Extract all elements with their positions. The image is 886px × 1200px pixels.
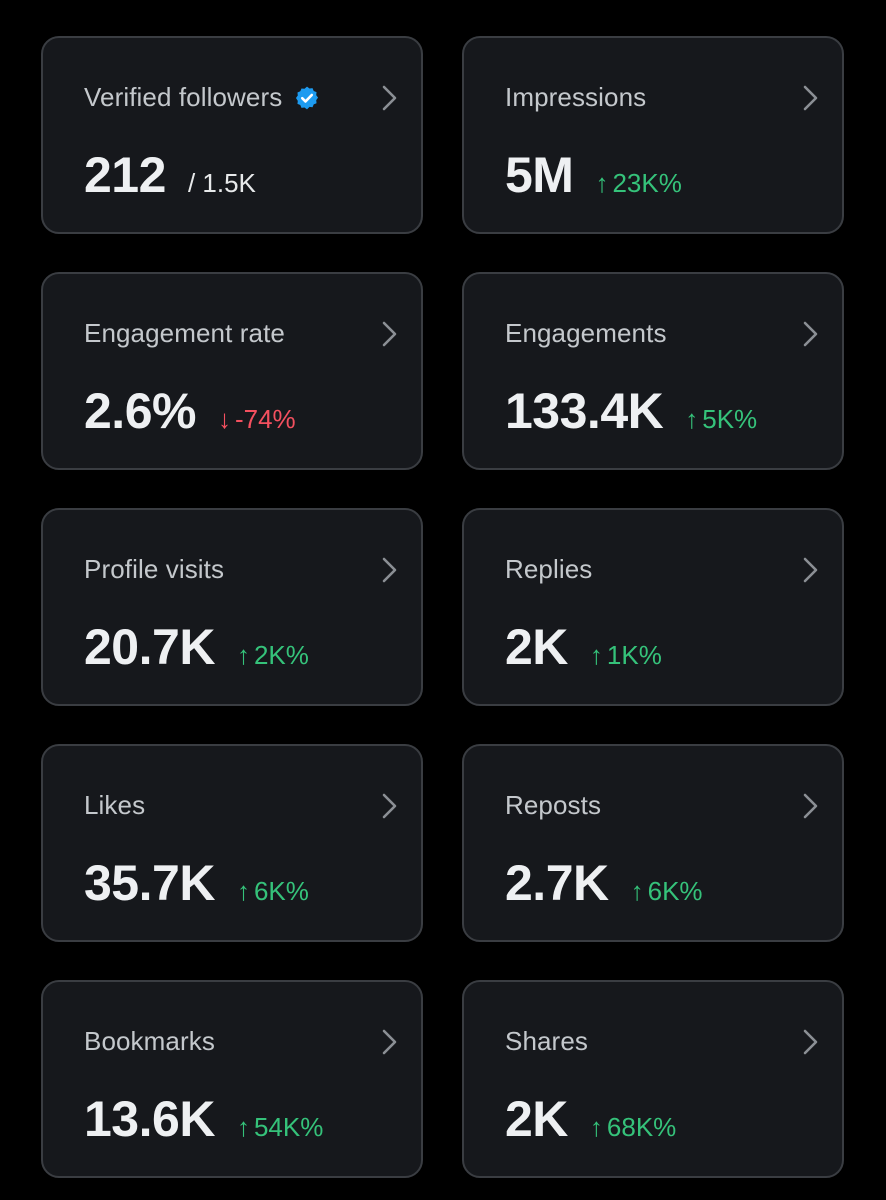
metric-value: 2K (505, 1091, 568, 1147)
metric-value: 2.6% (84, 383, 196, 439)
arrow-up-icon: ↑ (630, 876, 644, 906)
chevron-right-icon (382, 85, 397, 111)
metric-delta: ↓ -74% (218, 404, 296, 435)
value-row: 2K ↑ 68K% (505, 1090, 676, 1148)
card-verified-followers[interactable]: Verified followers 212 / 1.5K (41, 36, 423, 234)
chevron-right-icon (382, 321, 397, 347)
arrow-up-icon: ↑ (595, 168, 609, 198)
value-row: 2.6% ↓ -74% (84, 382, 296, 440)
chevron-right-icon (803, 1029, 818, 1055)
delta-value: 23K% (612, 168, 682, 198)
metric-delta: ↑ 23K% (595, 168, 681, 199)
arrow-up-icon: ↑ (589, 1112, 603, 1142)
card-label: Reposts (505, 790, 602, 820)
metric-value: 5M (505, 147, 574, 203)
card-profile-visits[interactable]: Profile visits 20.7K ↑ 2K% (41, 508, 423, 706)
metric-delta: ↑ 1K% (590, 640, 662, 671)
card-label: Bookmarks (84, 1026, 215, 1056)
card-label: Shares (505, 1026, 588, 1056)
value-row: 212 / 1.5K (84, 146, 256, 204)
card-bookmarks[interactable]: Bookmarks 13.6K ↑ 54K% (41, 980, 423, 1178)
metric-value: 35.7K (84, 855, 215, 911)
metric-delta: ↑ 6K% (237, 876, 309, 907)
value-row: 133.4K ↑ 5K% (505, 382, 757, 440)
delta-value: 5K% (702, 404, 758, 434)
card-label: Verified followers (84, 82, 283, 112)
arrow-up-icon: ↑ (685, 404, 699, 434)
metrics-grid: Verified followers 212 / 1.5K Impression… (41, 36, 844, 1178)
card-engagements[interactable]: Engagements 133.4K ↑ 5K% (462, 272, 844, 470)
delta-value: 1K% (606, 640, 662, 670)
card-replies[interactable]: Replies 2K ↑ 1K% (462, 508, 844, 706)
metric-delta: ↑ 54K% (237, 1112, 323, 1143)
metric-delta: ↑ 2K% (237, 640, 309, 671)
card-label-wrap: Verified followers (84, 82, 320, 113)
chevron-right-icon (382, 1029, 397, 1055)
delta-value: 6K% (647, 876, 703, 906)
arrow-down-icon: ↓ (217, 404, 231, 434)
value-row: 2K ↑ 1K% (505, 618, 662, 676)
delta-value: 54K% (253, 1112, 324, 1142)
card-reposts[interactable]: Reposts 2.7K ↑ 6K% (462, 744, 844, 942)
delta-value: 6K% (253, 876, 309, 906)
delta-value: 68K% (606, 1112, 677, 1142)
verified-badge-icon (296, 86, 319, 109)
chevron-right-icon (803, 793, 818, 819)
metric-value: 2.7K (505, 855, 609, 911)
value-row: 2.7K ↑ 6K% (505, 854, 703, 912)
metric-delta: ↑ 68K% (590, 1112, 676, 1143)
chevron-right-icon (803, 321, 818, 347)
card-label: Impressions (505, 82, 647, 112)
value-row: 35.7K ↑ 6K% (84, 854, 309, 912)
card-label: Engagements (505, 318, 667, 348)
card-shares[interactable]: Shares 2K ↑ 68K% (462, 980, 844, 1178)
card-engagement-rate[interactable]: Engagement rate 2.6% ↓ -74% (41, 272, 423, 470)
value-row: 20.7K ↑ 2K% (84, 618, 309, 676)
value-row: 5M ↑ 23K% (505, 146, 682, 204)
metric-value: 2K (505, 619, 568, 675)
metric-value: 13.6K (84, 1091, 215, 1147)
metric-delta: ↑ 5K% (685, 404, 757, 435)
metric-value: 212 (84, 147, 166, 203)
delta-value: 2K% (253, 640, 309, 670)
chevron-right-icon (803, 85, 818, 111)
arrow-up-icon: ↑ (236, 876, 250, 906)
card-impressions[interactable]: Impressions 5M ↑ 23K% (462, 36, 844, 234)
delta-value: -74% (234, 404, 296, 434)
metric-value: 20.7K (84, 619, 215, 675)
chevron-right-icon (382, 793, 397, 819)
chevron-right-icon (382, 557, 397, 583)
card-label: Engagement rate (84, 318, 285, 348)
arrow-up-icon: ↑ (236, 640, 250, 670)
arrow-up-icon: ↑ (236, 1112, 250, 1142)
arrow-up-icon: ↑ (589, 640, 603, 670)
chevron-right-icon (803, 557, 818, 583)
metric-value: 133.4K (505, 383, 664, 439)
card-label: Replies (505, 554, 593, 584)
metric-total: / 1.5K (187, 168, 256, 198)
card-likes[interactable]: Likes 35.7K ↑ 6K% (41, 744, 423, 942)
card-label: Profile visits (84, 554, 225, 584)
card-label: Likes (84, 790, 146, 820)
value-row: 13.6K ↑ 54K% (84, 1090, 323, 1148)
metric-delta: ↑ 6K% (631, 876, 703, 907)
